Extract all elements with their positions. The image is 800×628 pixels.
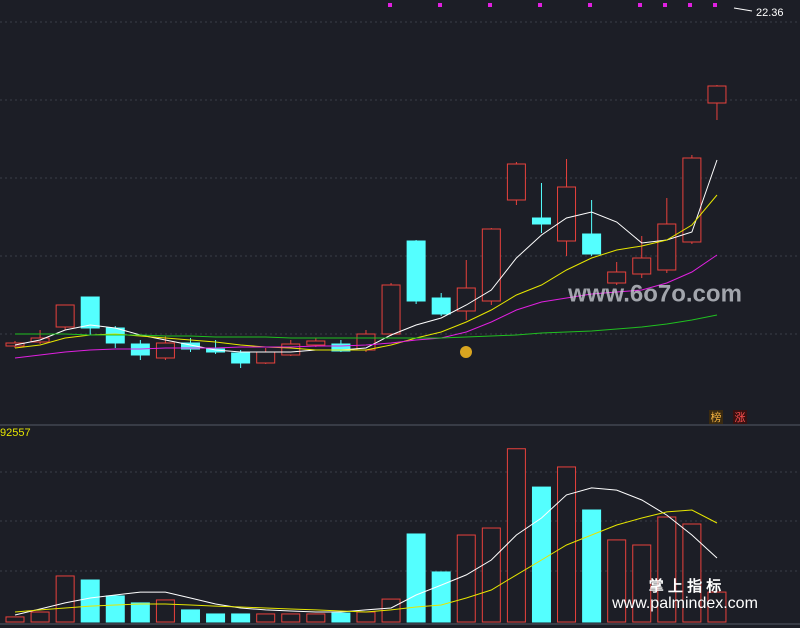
candle-body <box>607 271 627 284</box>
money-icon <box>460 346 472 358</box>
candle-body <box>707 85 727 104</box>
volume-bar <box>331 612 351 623</box>
candle-body <box>180 342 200 350</box>
marker <box>638 3 642 7</box>
watermark: www.palmindex.com <box>611 595 758 612</box>
volume-bar <box>80 579 100 623</box>
marker <box>388 3 392 7</box>
watermark: 掌 上 指 标 <box>649 577 722 595</box>
volume-bar <box>531 486 551 623</box>
volume-bar <box>456 534 476 623</box>
candle-body <box>557 186 577 242</box>
candle-body <box>331 343 351 352</box>
volume-bar <box>231 613 251 623</box>
candle-body <box>682 157 702 243</box>
ma-line <box>15 314 718 339</box>
volume-bar <box>281 613 301 623</box>
candle-body <box>281 343 301 356</box>
marker <box>663 3 667 7</box>
badge-box <box>733 410 747 424</box>
candle-body <box>306 340 326 346</box>
candle-body <box>632 257 652 275</box>
volume-bar <box>5 616 25 623</box>
volume-bar <box>30 611 50 623</box>
volume-bar <box>582 509 602 623</box>
badge-box <box>709 410 723 424</box>
watermark: www.6o7o.com <box>567 280 742 307</box>
volume-bar <box>431 571 451 623</box>
candle-body <box>256 351 276 364</box>
candle-body <box>55 304 75 328</box>
candle-body <box>506 163 526 201</box>
ma-line <box>14 254 718 359</box>
marker <box>538 3 542 7</box>
volume-bar <box>406 533 426 623</box>
volume-bar <box>682 523 702 623</box>
markers <box>388 3 717 7</box>
candle-body <box>381 284 401 335</box>
volume-bar <box>130 602 150 623</box>
volume-bar <box>657 516 677 623</box>
marker <box>588 3 592 7</box>
badge: 涨 <box>735 411 746 424</box>
candle-body <box>155 342 175 359</box>
volume-bar <box>707 591 727 623</box>
volume-bar <box>206 613 226 623</box>
badge: 榜 <box>711 410 722 424</box>
candle-body <box>80 296 100 329</box>
volume-bar <box>256 613 276 623</box>
volume-bar <box>105 595 125 623</box>
marker <box>713 3 717 7</box>
candle-body <box>406 240 426 302</box>
candle-body <box>231 352 251 364</box>
candle-body <box>481 228 501 302</box>
volume-bar <box>481 527 501 623</box>
candle-body <box>531 217 551 225</box>
ma-line <box>14 159 718 353</box>
volume-bar <box>306 613 326 623</box>
candle-body <box>456 287 476 312</box>
candle-body <box>431 297 451 315</box>
candle-body <box>657 223 677 271</box>
max-arrow <box>733 7 753 12</box>
ma-line <box>14 487 718 616</box>
volume-bar <box>55 575 75 623</box>
volume-bar <box>607 539 627 623</box>
candle-body <box>582 233 602 255</box>
marker <box>438 3 442 7</box>
plot <box>5 85 727 623</box>
volume-label: 92557 <box>0 427 31 439</box>
volume-bar <box>180 609 200 623</box>
max-label: 22.36 <box>756 7 784 19</box>
volume-bar <box>356 611 376 623</box>
ma-line <box>14 509 718 613</box>
volume-bar <box>155 599 175 623</box>
volume-bar <box>632 544 652 623</box>
marker <box>688 3 692 7</box>
marker <box>488 3 492 7</box>
